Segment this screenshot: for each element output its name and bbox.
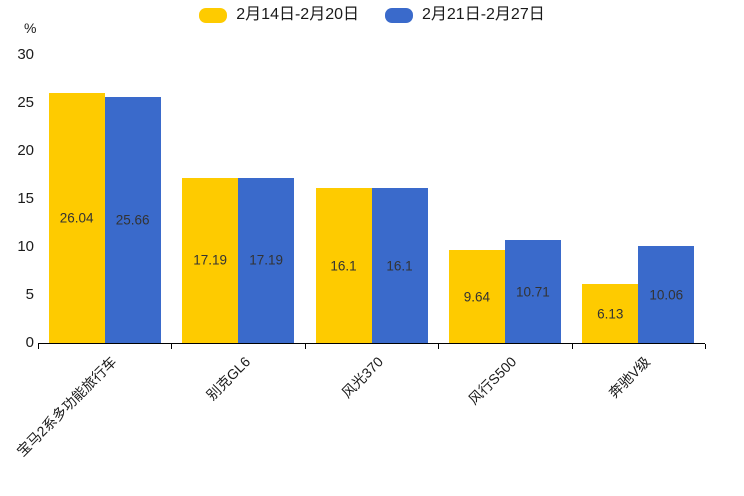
legend-label-week2: 2月21日-2月27日 (422, 6, 545, 23)
bar-value-label: 10.06 (649, 287, 684, 303)
bar-value-label: 17.19 (249, 252, 283, 268)
y-tick-label: 20 (17, 142, 34, 159)
legend-item-week1[interactable]: 2月14日-2月20日 (199, 7, 359, 23)
bar-value-label: 25.66 (115, 212, 150, 228)
x-axis-tick (171, 344, 173, 349)
x-category-label-2[interactable]: 别克GL6 (202, 353, 253, 404)
y-tick-label: 5 (25, 286, 34, 303)
x-axis-tick (705, 344, 706, 349)
legend: 2月14日-2月20日 2月21日-2月27日 (0, 7, 744, 23)
y-tick-label: 30 (17, 46, 34, 63)
bar-series1-3[interactable]: 16.1 (315, 188, 372, 343)
bar-series2-2[interactable]: 17.19 (238, 177, 295, 343)
bar-series1-4[interactable]: 9.64 (448, 250, 505, 343)
bar-series2-5[interactable]: 10.06 (638, 246, 695, 343)
bar-value-label: 10.71 (515, 284, 550, 300)
legend-label-week1: 2月14日-2月20日 (236, 6, 359, 23)
y-tick-label: 0 (25, 334, 34, 351)
y-axis-unit-label: % (24, 20, 37, 36)
bar-series1-1[interactable]: 26.04 (48, 93, 105, 343)
legend-swatch-week1 (199, 7, 228, 23)
y-tick-label: 15 (17, 190, 34, 207)
x-axis-tick (438, 344, 440, 349)
bar-value-label: 16.1 (330, 258, 357, 274)
bar-series1-5[interactable]: 6.13 (582, 284, 639, 343)
bar-value-label: 16.1 (386, 258, 413, 274)
x-category-label-4[interactable]: 风行S500 (465, 353, 520, 408)
y-tick-label: 10 (17, 238, 34, 255)
x-category-label-1[interactable]: 宝马2系多功能旅行车 (13, 353, 120, 460)
x-axis-tick (38, 344, 39, 349)
legend-item-week2[interactable]: 2月21日-2月27日 (385, 7, 545, 23)
bar-series2-3[interactable]: 16.1 (371, 188, 428, 343)
plot-area: 26.04 25.66 17.19 17.19 16.1 16.1 9.64 10.71 6.1… (38, 55, 705, 344)
bar-value-label: 17.19 (193, 252, 227, 268)
x-category-label-3[interactable]: 风光370 (338, 353, 387, 402)
x-axis-tick (571, 344, 573, 349)
x-axis-tick (304, 344, 306, 349)
bar-value-label: 9.64 (463, 289, 491, 305)
y-tick-label: 25 (17, 94, 34, 111)
bar-series1-2[interactable]: 17.19 (182, 177, 239, 343)
x-category-label-5[interactable]: 奔驰V级 (605, 353, 654, 402)
bar-value-label: 6.13 (597, 306, 624, 322)
bar-series2-4[interactable]: 10.71 (504, 240, 561, 343)
legend-swatch-week2 (385, 7, 413, 23)
bar-series2-1[interactable]: 25.66 (104, 96, 161, 343)
bar-value-label: 26.04 (59, 210, 94, 226)
